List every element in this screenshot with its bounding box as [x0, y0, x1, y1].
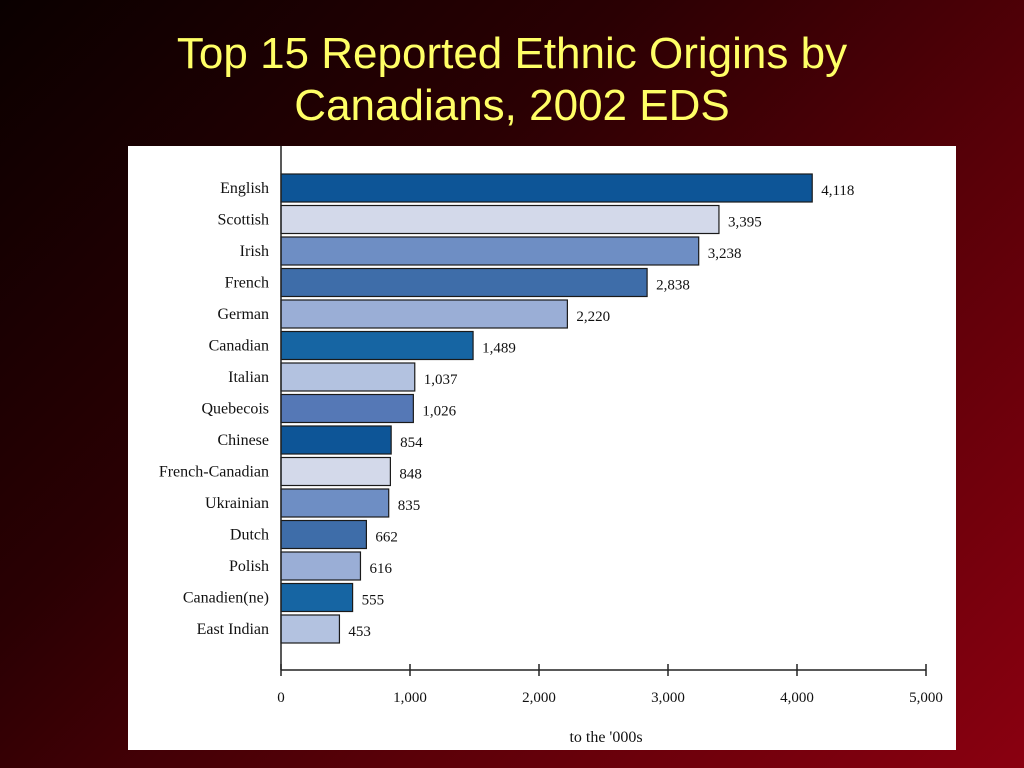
value-label: 555 — [362, 593, 385, 609]
value-label: 2,838 — [656, 278, 690, 294]
x-tick-label: 4,000 — [780, 690, 814, 706]
bar — [280, 488, 390, 518]
category-label: Ukrainian — [205, 495, 269, 512]
bar — [280, 425, 392, 455]
slide-title: Top 15 Reported Ethnic Origins by Canadi… — [0, 28, 1024, 132]
value-label: 1,026 — [422, 404, 456, 420]
category-label: French — [225, 275, 269, 292]
x-tick-label: 3,000 — [651, 690, 685, 706]
value-label: 662 — [375, 530, 398, 546]
category-label: Quebecois — [201, 401, 269, 418]
bar — [280, 614, 341, 644]
value-label: 4,118 — [821, 183, 854, 199]
chart-panel: English 4,118 Scottish 3,395 Irish 3,238 Frenc… — [128, 146, 956, 750]
bar — [280, 393, 414, 424]
category-label: Irish — [240, 243, 269, 260]
slide-title-line-2: Canadians, 2002 EDS — [294, 81, 730, 130]
category-label: Chinese — [217, 432, 269, 449]
slide-title-line-1: Top 15 Reported Ethnic Origins by — [176, 29, 848, 78]
category-label: Scottish — [217, 212, 269, 229]
x-tick-label: 2,000 — [522, 690, 556, 706]
bar — [280, 204, 720, 235]
bar — [280, 519, 367, 550]
category-label: English — [220, 180, 269, 197]
x-tick-label: 5,000 — [909, 690, 943, 706]
bar — [280, 456, 391, 487]
value-label: 2,220 — [576, 309, 610, 325]
value-label: 848 — [399, 467, 422, 483]
category-label: Dutch — [230, 527, 269, 544]
category-label: French-Canadian — [159, 464, 269, 481]
category-label: German — [217, 306, 269, 323]
x-axis-label: to the '000s — [569, 729, 642, 746]
category-label: Polish — [229, 558, 269, 575]
category-label: Canadien(ne) — [183, 590, 269, 607]
value-label: 616 — [369, 561, 392, 577]
value-label: 3,395 — [728, 215, 762, 231]
x-tick-label: 1,000 — [393, 690, 427, 706]
category-label: East Indian — [197, 621, 269, 638]
value-label: 3,238 — [708, 246, 742, 262]
value-label: 453 — [348, 624, 371, 640]
category-label: Italian — [228, 369, 269, 386]
bar — [280, 299, 568, 329]
axes-layer: 0 1,000 2,000 3,000 4,000 5,000 — [277, 146, 943, 706]
x-tick-label: 0 — [277, 690, 285, 706]
bars-layer: English 4,118 Scottish 3,395 Irish 3,238 Frenc… — [159, 173, 854, 644]
value-label: 835 — [398, 498, 421, 514]
bar — [280, 236, 700, 266]
bar — [280, 551, 362, 581]
bar — [280, 267, 648, 298]
bar — [280, 582, 354, 613]
value-label: 1,489 — [482, 341, 516, 357]
value-label: 854 — [400, 435, 423, 451]
value-label: 1,037 — [424, 372, 458, 388]
category-label: Canadian — [209, 338, 269, 355]
bar-chart: English 4,118 Scottish 3,395 Irish 3,238 Frenc… — [159, 146, 943, 746]
bar — [280, 362, 416, 392]
bar — [280, 173, 813, 203]
bar — [280, 330, 474, 361]
